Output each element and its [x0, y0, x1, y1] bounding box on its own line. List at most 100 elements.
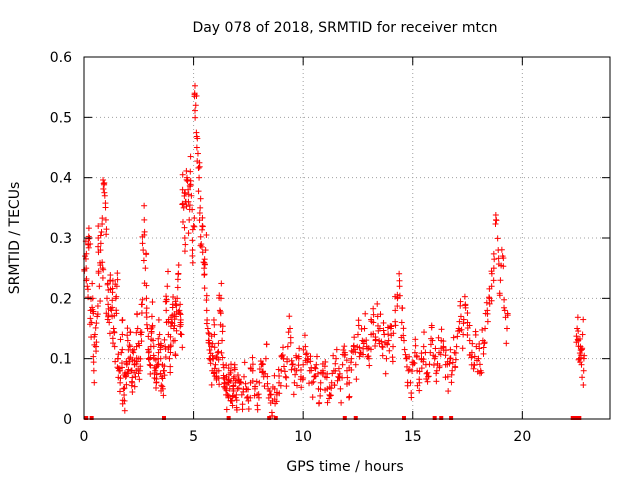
data-point: [107, 272, 114, 279]
data-point: [141, 228, 148, 235]
data-point: [438, 326, 445, 333]
data-point: [430, 362, 437, 369]
x-tick-label: 0: [80, 429, 89, 445]
data-point: [256, 365, 263, 372]
data-point: [494, 235, 501, 242]
data-point: [281, 363, 288, 370]
data-point: [95, 223, 102, 230]
data-point: [265, 394, 272, 401]
data-point: [192, 114, 199, 121]
data-point: [255, 394, 262, 401]
data-point: [307, 353, 314, 360]
data-point: [282, 373, 289, 380]
data-point: [300, 361, 307, 368]
data-point: [481, 340, 488, 347]
data-point: [215, 367, 222, 374]
data-point: [140, 247, 147, 254]
data-point: [227, 361, 234, 368]
data-point: [123, 381, 130, 388]
data-point: [212, 361, 219, 368]
data-point: [253, 378, 260, 385]
data-point: [437, 351, 444, 358]
data-point: [308, 379, 315, 386]
data-point: [219, 337, 226, 344]
data-point: [254, 402, 261, 409]
data-point: [239, 406, 246, 413]
data-point: [136, 376, 143, 383]
data-point: [288, 357, 295, 364]
data-point: [205, 329, 212, 336]
data-point: [185, 186, 192, 193]
data-point: [197, 204, 204, 211]
data-point: [202, 247, 209, 254]
data-point: [218, 349, 225, 356]
y-tick-label: 0.3: [50, 231, 72, 247]
data-point: [106, 319, 113, 326]
data-point: [177, 330, 184, 337]
data-point: [406, 353, 413, 360]
data-point: [285, 329, 292, 336]
data-point: [164, 283, 171, 290]
data-point: [197, 233, 204, 240]
data-point: [249, 367, 256, 374]
data-point: [103, 226, 110, 233]
data-point: [216, 381, 223, 388]
data-point: [181, 248, 188, 255]
data-point: [199, 226, 206, 233]
data-point: [379, 343, 386, 350]
data-point: [141, 216, 148, 223]
data-point: [483, 299, 490, 306]
data-point: [84, 283, 91, 290]
data-point: [91, 333, 98, 340]
data-point: [239, 401, 246, 408]
data-point: [231, 366, 238, 373]
data-point: [365, 355, 372, 362]
data-point: [121, 385, 128, 392]
data-point: [201, 271, 208, 278]
data-point: [433, 370, 440, 377]
zero-value-point: [89, 416, 94, 420]
data-point: [84, 286, 91, 293]
data-point: [196, 174, 203, 181]
data-point: [85, 244, 92, 251]
data-point: [317, 379, 324, 386]
data-point: [401, 346, 408, 353]
data-point: [484, 318, 491, 325]
data-point: [436, 362, 443, 369]
data-point: [122, 373, 129, 380]
data-point: [396, 277, 403, 284]
data-point: [160, 367, 167, 374]
x-tick-label: 20: [513, 429, 531, 445]
data-point: [189, 226, 196, 233]
data-point: [370, 319, 377, 326]
data-point: [392, 307, 399, 314]
data-point: [447, 355, 454, 362]
data-point: [287, 325, 294, 332]
data-point: [464, 332, 471, 339]
data-point: [496, 292, 503, 299]
data-point: [433, 367, 440, 374]
data-point: [218, 280, 225, 287]
data-point: [124, 325, 131, 332]
data-point: [452, 349, 459, 356]
data-point: [400, 337, 407, 344]
data-point: [307, 358, 314, 365]
zero-value-point: [226, 416, 231, 420]
data-point: [300, 346, 307, 353]
data-point: [119, 346, 126, 353]
y-tick-label: 0.2: [50, 291, 72, 307]
data-point: [488, 297, 495, 304]
data-point: [163, 293, 170, 300]
data-point: [384, 341, 391, 348]
data-point: [379, 352, 386, 359]
data-point: [229, 402, 236, 409]
data-point: [387, 322, 394, 329]
data-point: [147, 362, 154, 369]
data-point: [332, 367, 339, 374]
data-point: [577, 352, 584, 359]
data-points: [81, 82, 588, 420]
data-point: [493, 217, 500, 224]
data-point: [131, 383, 138, 390]
data-point: [276, 390, 283, 397]
